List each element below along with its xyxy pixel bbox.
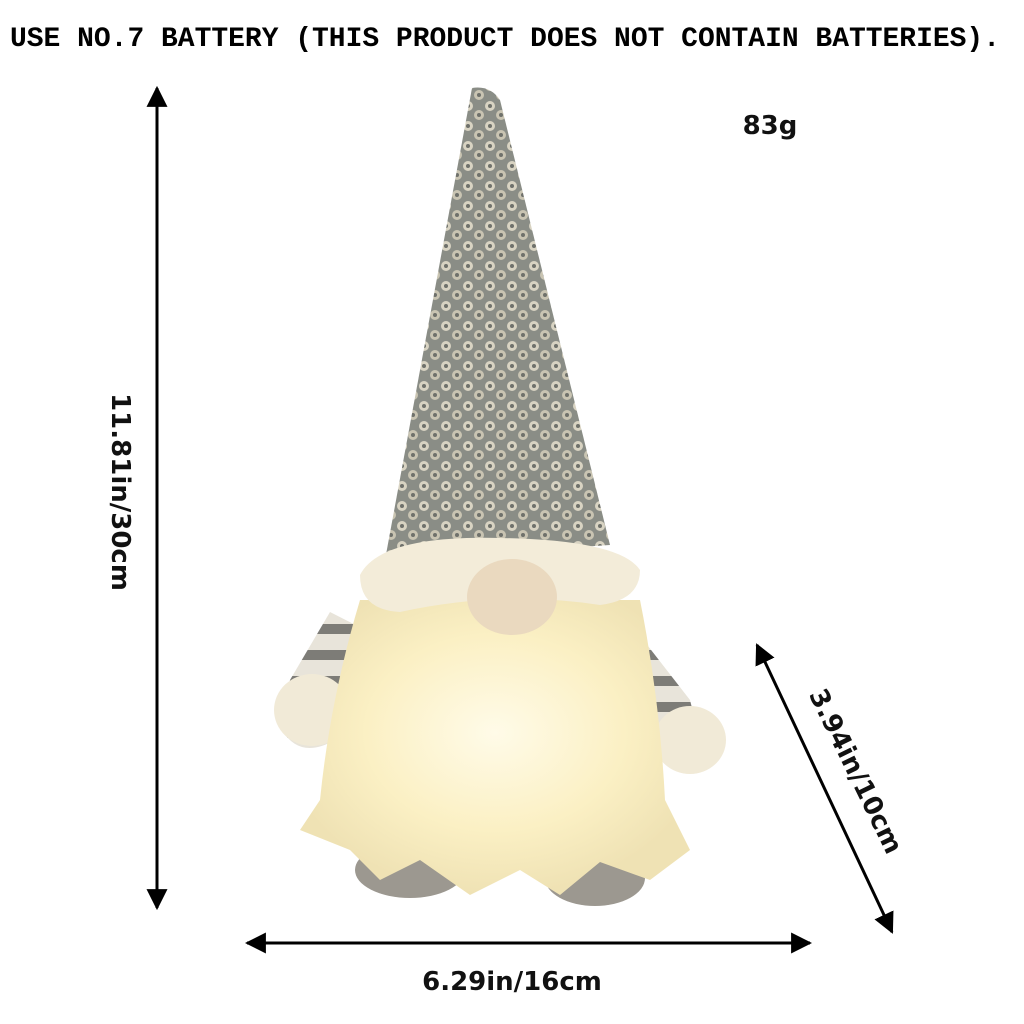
right-mitten (654, 706, 726, 774)
depth-label: 3.94in/10cm (802, 684, 908, 859)
gnome-illustration (274, 87, 726, 906)
header-note: USE NO.7 BATTERY (THIS PRODUCT DOES NOT … (10, 24, 1000, 55)
hat (385, 87, 610, 560)
beard (300, 600, 690, 895)
weight-label: 83g (743, 111, 798, 141)
nose (467, 559, 557, 635)
depth-arrow (755, 643, 894, 934)
width-label: 6.29in/16cm (422, 967, 602, 997)
height-label: 11.81in/30cm (105, 393, 135, 591)
